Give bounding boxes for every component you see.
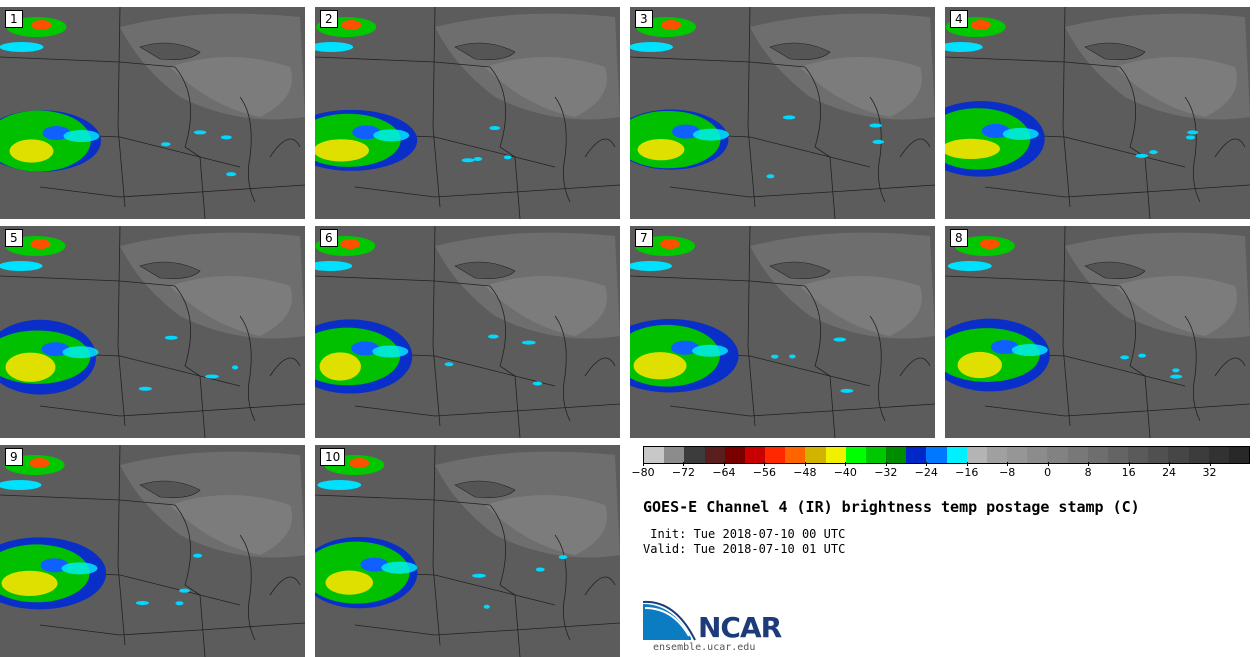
colorbar-segment [1047,447,1068,463]
init-time: Init: Tue 2018-07-10 00 UTC [643,527,846,541]
panel-number: 3 [635,10,653,28]
colorbar-tick-label: −72 [671,466,696,479]
colorbar-segment [926,447,947,463]
colorbar-tick-label: −40 [833,466,857,479]
panel-number: 8 [950,229,968,247]
colorbar-tick-label: −64 [712,466,736,479]
colorbar-segment [946,447,967,463]
panel-number: 6 [320,229,338,247]
forecast-panel: 2 [315,7,620,219]
figure-title: GOES-E Channel 4 (IR) brightness temp po… [643,498,1140,516]
colorbar-segment [825,447,846,463]
colorbar-segment [744,447,766,463]
colorbar-segment [805,447,826,463]
forecast-panel: 10 [315,445,620,657]
colorbar-tick-mark [845,462,847,466]
colorbar-segment [1107,447,1129,463]
forecast-panel: 6 [315,226,620,438]
panel-number: 9 [5,448,23,466]
colorbar-tick-label: −80 [631,466,655,479]
forecast-panel: 1 [0,7,305,219]
colorbar-segment [1087,447,1108,463]
colorbar-segment [966,447,987,463]
forecast-panel: 7 [630,226,935,438]
colorbar-tick-mark [1128,462,1130,466]
colorbar-tick-label: −8 [999,466,1016,479]
colorbar-segment [886,447,907,463]
colorbar-tick-label: −24 [914,466,938,479]
colorbar-tick-mark [966,462,968,466]
colorbar-tick-mark [1047,462,1049,466]
colorbar-segment [724,447,745,463]
colorbar-segment [664,447,685,463]
colorbar-tick-mark [1088,462,1090,466]
colorbar-tick-label: 16 [1121,466,1136,479]
colorbar-tick-label: −16 [955,466,979,479]
forecast-panel: 9 [0,445,305,657]
colorbar-tick-mark [764,462,766,466]
panel-number: 7 [635,229,653,247]
colorbar-tick-label: 0 [1044,466,1052,479]
colorbar [643,446,1250,464]
forecast-panel: 5 [0,226,305,438]
forecast-panel: 3 [630,7,935,219]
panel-number: 2 [320,10,338,28]
colorbar-tick-label: −48 [793,466,817,479]
colorbar-tick-mark [643,462,644,466]
colorbar-tick-label: 24 [1162,466,1177,479]
colorbar-segment [1228,447,1250,463]
colorbar-tick-mark [885,462,887,466]
colorbar-tick-label: 32 [1202,466,1217,479]
logo-url: ensemble.ucar.edu [653,642,756,653]
colorbar-segment [785,447,806,463]
panel-number: 1 [5,10,23,28]
colorbar-segment [1067,447,1088,463]
colorbar-tick-label: 8 [1084,466,1092,479]
colorbar-tick-label: −56 [752,466,776,479]
forecast-panel: 8 [945,226,1250,438]
colorbar-segment [1027,447,1048,463]
colorbar-segment [1128,447,1149,463]
colorbar-segment [845,447,866,463]
colorbar-tick-mark [926,462,928,466]
panel-number: 10 [320,448,346,466]
colorbar-segment [1208,447,1229,463]
colorbar-tick-mark [683,462,685,466]
colorbar-tick-mark [1209,462,1211,466]
colorbar-segment [1007,447,1028,463]
forecast-panel: 4 [945,7,1250,219]
colorbar-tick-mark [1169,462,1171,466]
panel-number: 4 [950,10,968,28]
colorbar-segment [704,447,725,463]
colorbar-tick-label: −32 [874,466,898,479]
ncar-logo-icon [643,600,696,641]
colorbar-tick-mark [723,462,725,466]
colorbar-tick-mark [804,462,806,466]
panel-number: 5 [5,229,23,247]
colorbar-segment [986,447,1008,463]
valid-time: Valid: Tue 2018-07-10 01 UTC [643,542,846,556]
colorbar-segment [644,447,665,463]
colorbar-segment [1148,447,1169,463]
colorbar-segment [906,447,927,463]
colorbar-tick-mark [1007,462,1009,466]
colorbar-segment [1188,447,1209,463]
colorbar-segment [765,447,786,463]
colorbar-segment [865,447,887,463]
colorbar-segment [1168,447,1189,463]
logo-name: NCAR [698,611,782,644]
colorbar-segment [684,447,705,463]
